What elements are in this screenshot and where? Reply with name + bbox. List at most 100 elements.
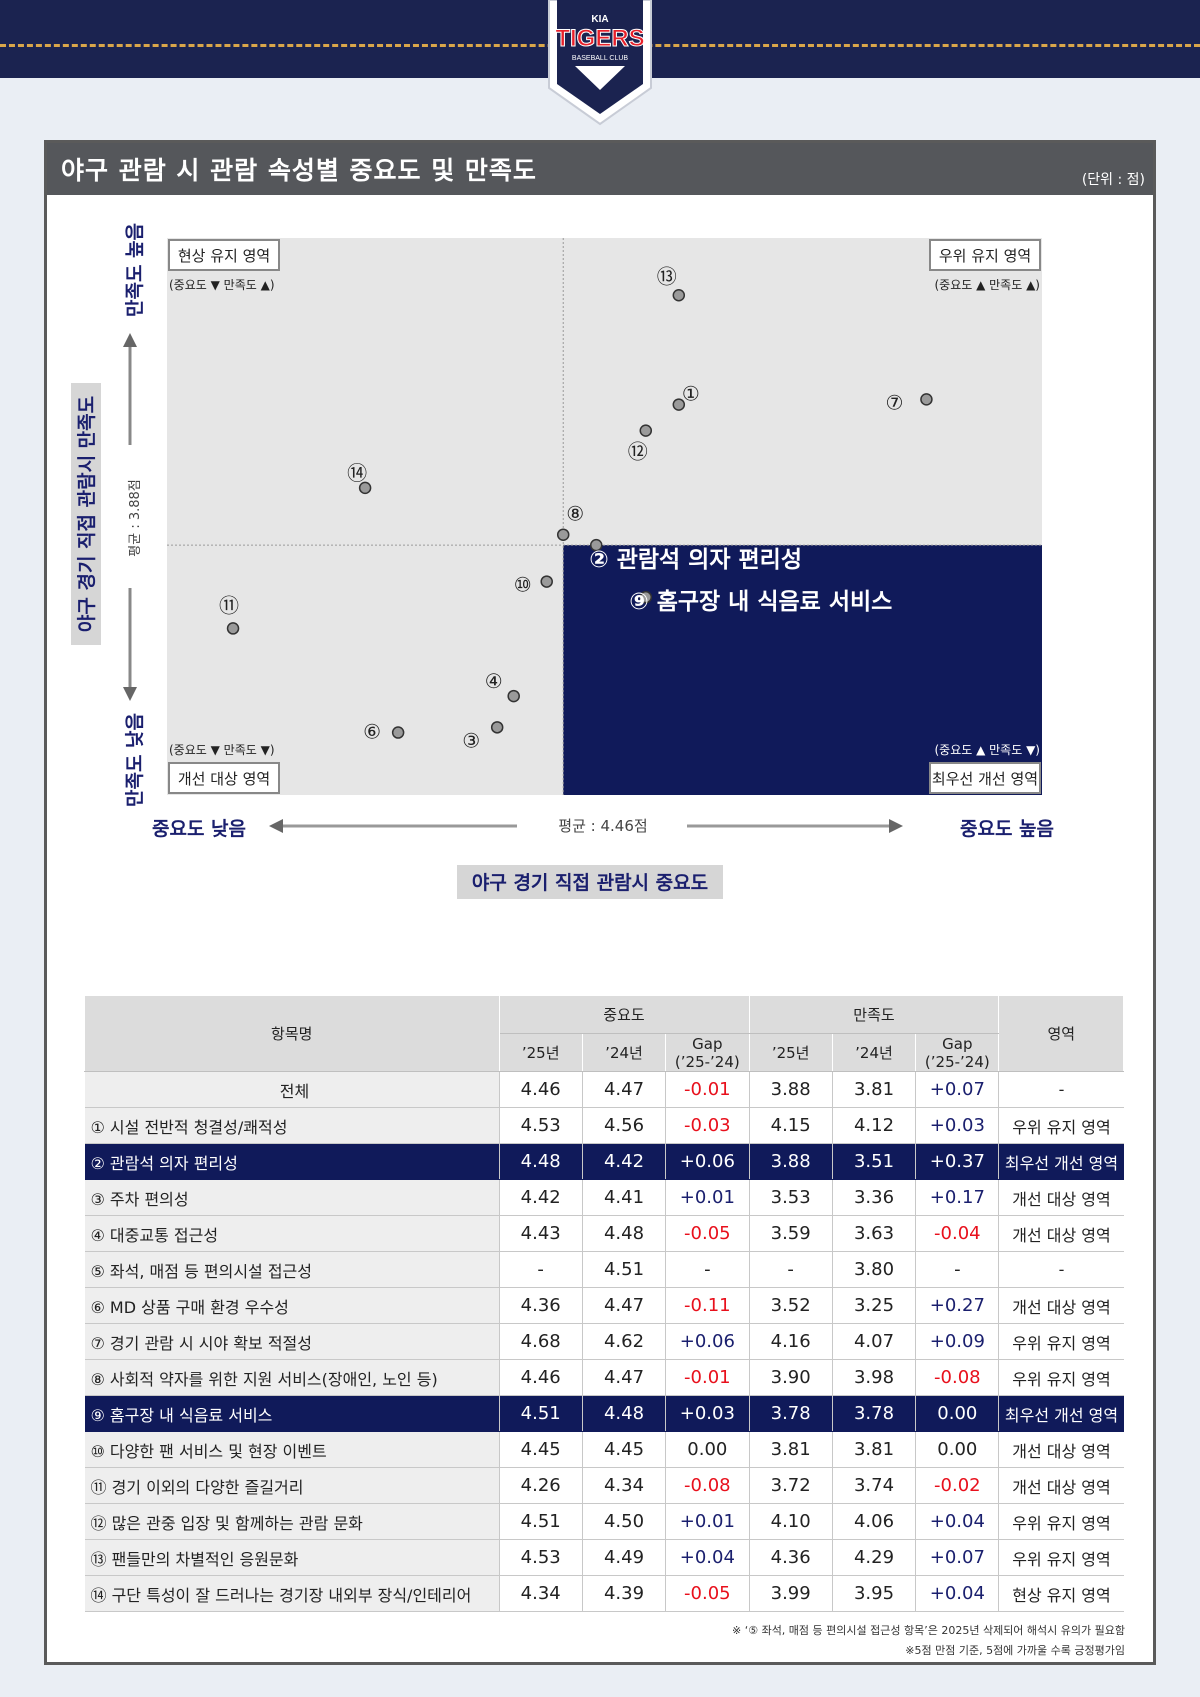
quadrant-sub: (중요도 ▼ 만족도 ▲) [169, 278, 275, 292]
importance-25-cell: - [498, 1251, 583, 1288]
importance-25-cell: 4.51 [498, 1395, 583, 1432]
table-row: ⑧ 사회적 약자를 위한 지원 서비스(장애인, 노인 등) 4.46 4.47 -0… [84, 1359, 1124, 1396]
satisfaction-24-cell: 3.36 [831, 1179, 916, 1216]
satisfaction-gap-cell: 0.00 [915, 1431, 999, 1468]
area-cell: 최우선 개선 영역 [998, 1143, 1124, 1180]
importance-24-cell: 4.42 [581, 1143, 666, 1180]
importance-25-cell: 4.53 [498, 1539, 583, 1576]
importance-gap-cell: -0.05 [665, 1215, 749, 1252]
importance-gap-cell: - [665, 1251, 749, 1288]
satisfaction-gap-cell: -0.08 [915, 1359, 999, 1396]
quadrant-sub: (중요도 ▲ 만족도 ▼) [934, 743, 1040, 757]
importance-24-cell: 4.49 [581, 1539, 666, 1576]
table-row: ⑤ 좌석, 매점 등 편의시설 접근성 -4.51- -3.80- - [84, 1251, 1124, 1288]
importance-24-cell: 4.48 [581, 1215, 666, 1252]
area-cell: 개선 대상 영역 [998, 1467, 1124, 1504]
satisfaction-25-cell: 3.53 [748, 1179, 833, 1216]
area-cell: 우위 유지 영역 [998, 1107, 1124, 1144]
satisfaction-24-cell: 3.95 [831, 1575, 916, 1612]
highlight-label: ② 관람석 의자 편리성 [589, 547, 802, 573]
point-label: ⑦ [885, 390, 903, 414]
importance-gap-cell: +0.03 [665, 1395, 749, 1432]
quadrant-box [168, 762, 280, 794]
priority-quadrant [563, 545, 1042, 795]
satisfaction-25-cell: 3.88 [748, 1071, 833, 1108]
item-name-cell: ④ 대중교통 접근성 [84, 1215, 500, 1252]
col-header-sgap: Gap (’25-’24) [915, 1033, 1000, 1072]
table-row: ⑬ 팬들만의 차별적인 응원문화 4.53 4.49 +0.04 4.36 4.29 +0.… [84, 1539, 1124, 1576]
satisfaction-gap-cell: +0.17 [915, 1179, 999, 1216]
y-title-box [71, 383, 101, 645]
x-high-label: 중요도 높음 [960, 818, 1054, 840]
table-row: ① 시설 전반적 청결성/쾌적성 4.53 4.56 -0.03 4.15 4.12 +0.… [84, 1107, 1124, 1144]
y-high-label: 만족도 높음 [124, 223, 146, 317]
col-header-igap: Gap (’25-’24) [665, 1033, 750, 1072]
x-arrow-left-head [269, 819, 283, 833]
point-label: ⑫ [628, 440, 648, 464]
satisfaction-24-cell: 3.63 [831, 1215, 916, 1252]
table-row: ⑫ 많은 관중 입장 및 함께하는 관람 문화 4.51 4.50 +0.01 4.10… [84, 1503, 1124, 1540]
satisfaction-25-cell: - [748, 1251, 833, 1288]
satisfaction-gap-cell: - [915, 1251, 999, 1288]
area-cell: - [998, 1251, 1124, 1288]
footnotes: ※ ‘⑤ 좌석, 매점 등 편의시설 접근성 항목’은 2025년 삭제되어 해… [732, 1621, 1125, 1661]
satisfaction-25-cell: 3.88 [748, 1143, 833, 1180]
area-cell: 우위 유지 영역 [998, 1359, 1124, 1396]
importance-24-cell: 4.56 [581, 1107, 666, 1144]
satisfaction-gap-cell: +0.27 [915, 1287, 999, 1324]
quadrant-name: 우위 유지 영역 [939, 247, 1031, 265]
quadrant-name: 현상 유지 영역 [178, 247, 270, 265]
importance-25-cell: 4.51 [498, 1503, 583, 1540]
y-low-label: 만족도 낮음 [124, 713, 146, 807]
quadrant-box [929, 762, 1041, 794]
satisfaction-gap-cell: -0.02 [915, 1467, 999, 1504]
satisfaction-25-cell: 3.99 [748, 1575, 833, 1612]
importance-24-cell: 4.47 [581, 1359, 666, 1396]
satisfaction-gap-cell: +0.03 [915, 1107, 999, 1144]
y-arrow-down-head [123, 687, 137, 701]
point-label: ③ [462, 728, 480, 752]
importance-24-cell: 4.47 [581, 1071, 666, 1108]
satisfaction-25-cell: 4.36 [748, 1539, 833, 1576]
item-name-cell: ⑫ 많은 관중 입장 및 함께하는 관람 문화 [84, 1503, 500, 1540]
satisfaction-25-cell: 4.15 [748, 1107, 833, 1144]
x-title-box [457, 865, 723, 899]
col-header-area: 영역 [998, 995, 1124, 1072]
quadrant-box [929, 239, 1041, 271]
x-mean-label: 평균 : 4.46점 [558, 817, 647, 835]
table-row: ③ 주차 편의성 4.42 4.41 +0.01 3.53 3.36 +0.17 개선 대상 … [84, 1179, 1124, 1216]
table-row: 전체 4.46 4.47 -0.01 3.88 3.81 +0.07- [84, 1071, 1124, 1108]
importance-25-cell: 4.46 [498, 1071, 583, 1108]
importance-25-cell: 4.45 [498, 1431, 583, 1468]
data-point [920, 393, 933, 406]
data-table: 항목명 중요도 만족도 영역 ’25년 ’24년 Gap (’25-’24) ’2… [84, 995, 1124, 1612]
logo-text: TIGERS [555, 25, 644, 52]
importance-gap-cell: 0.00 [665, 1431, 749, 1468]
satisfaction-24-cell: 4.06 [831, 1503, 916, 1540]
gap-label: Gap [942, 1034, 973, 1053]
area-cell: 개선 대상 영역 [998, 1215, 1124, 1252]
point-label: ⑪ [219, 593, 239, 617]
importance-25-cell: 4.48 [498, 1143, 583, 1180]
col-group-importance: 중요도 [498, 995, 750, 1034]
scatter-chart: 현상 유지 영역 (중요도 ▼ 만족도 ▲) 우위 유지 영역 (중요도 ▲ 만족도 … [71, 223, 1054, 899]
importance-gap-cell: +0.06 [665, 1323, 749, 1360]
importance-gap-cell: -0.08 [665, 1467, 749, 1504]
col-header-s24: ’24년 [831, 1033, 917, 1072]
y-axis-title: 야구 경기 직접 관람시 만족도 [76, 396, 98, 632]
importance-25-cell: 4.36 [498, 1287, 583, 1324]
data-point [639, 424, 653, 437]
table-row: ② 관람석 의자 편리성 4.48 4.42 +0.06 3.88 3.51 +0.37 최우… [84, 1143, 1124, 1180]
data-point [226, 622, 240, 635]
y-mean-label: 평균 : 3.88점 [128, 479, 143, 556]
item-name-cell: ③ 주차 편의성 [84, 1179, 500, 1216]
col-header-name: 항목명 [84, 995, 500, 1072]
satisfaction-gap-cell: +0.37 [915, 1143, 999, 1180]
col-group-satisfaction: 만족도 [748, 995, 1000, 1034]
area-cell: 개선 대상 영역 [998, 1179, 1124, 1216]
item-name-cell: ⑧ 사회적 약자를 위한 지원 서비스(장애인, 노인 등) [84, 1359, 500, 1396]
importance-24-cell: 4.51 [581, 1251, 666, 1288]
satisfaction-gap-cell: +0.04 [915, 1503, 999, 1540]
item-name-cell: ⑩ 다양한 팬 서비스 및 현장 이벤트 [84, 1431, 500, 1468]
item-name-cell: ⑨ 홈구장 내 식음료 서비스 [84, 1395, 500, 1432]
